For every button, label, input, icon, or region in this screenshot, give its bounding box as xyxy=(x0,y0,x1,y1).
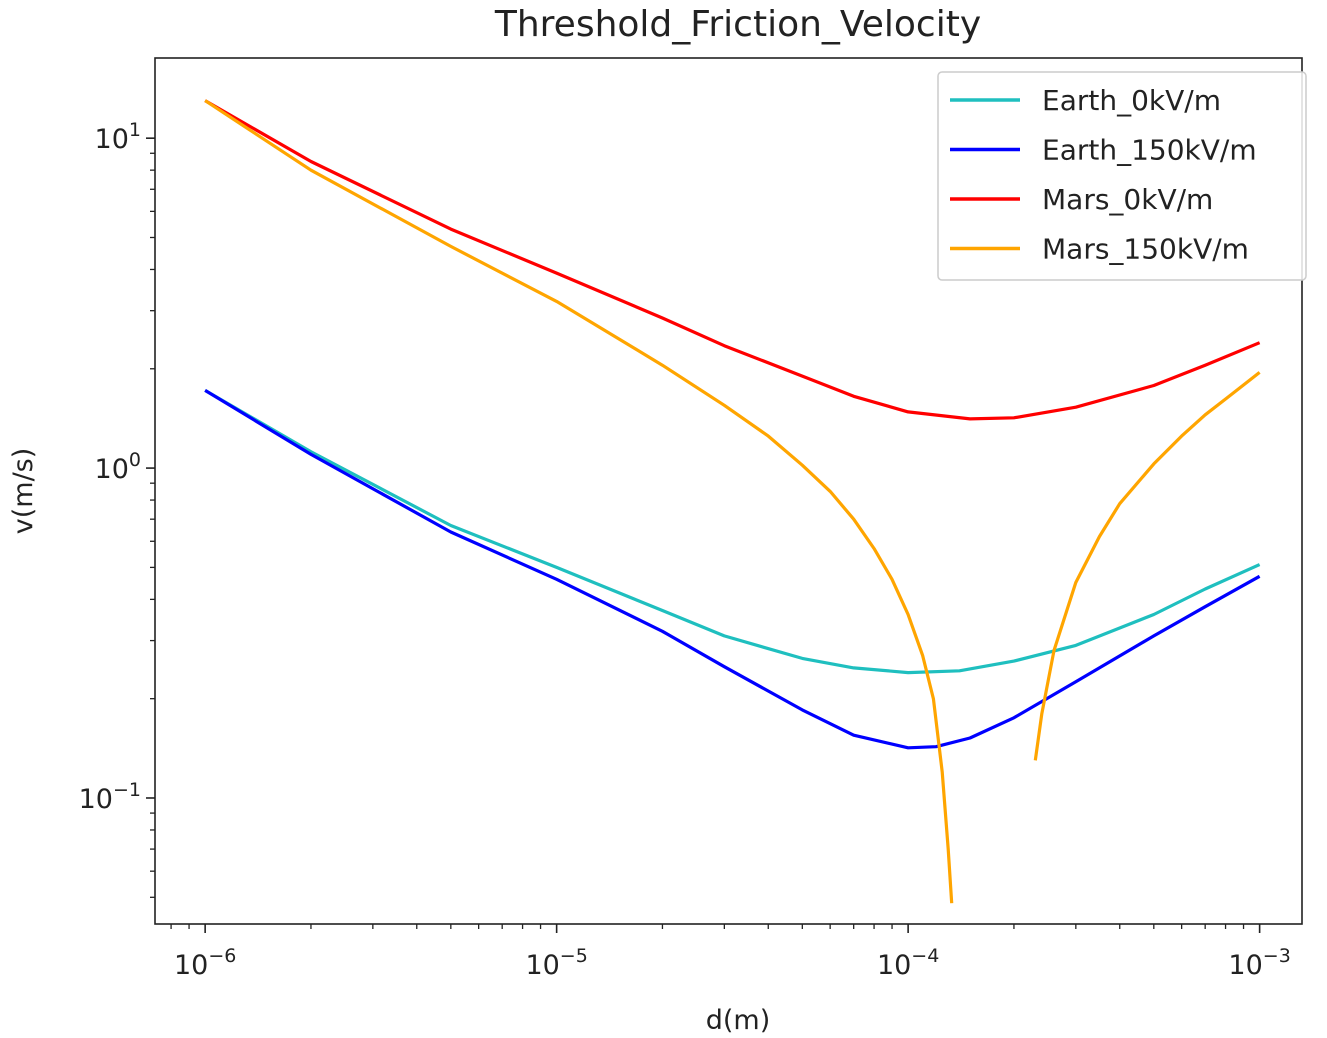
y-tick-label: 100 xyxy=(95,449,141,485)
y-axis-ticks: 10−1 100 101 xyxy=(79,119,155,898)
legend-label-3: Mars_150kV/m xyxy=(1042,233,1249,266)
x-tick-label: 10−5 xyxy=(525,945,587,981)
series-line-0-segment-0 xyxy=(204,389,1261,675)
series-line-2-segment-0 xyxy=(204,99,1261,421)
series-line-3-segment-1 xyxy=(1033,371,1261,761)
legend-box xyxy=(937,71,1307,281)
x-tick-label: 10−4 xyxy=(877,945,939,981)
x-axis-label: d(m) xyxy=(706,1005,771,1036)
x-axis-ticks: 10−6 10−5 10−4 10−3 xyxy=(170,924,1291,981)
legend-label-2: Mars_0kV/m xyxy=(1042,183,1213,216)
series-line-1-segment-0 xyxy=(204,389,1261,750)
chart-title: Threshold_Friction_Velocity xyxy=(494,4,981,45)
x-tick-label: 10−3 xyxy=(1228,945,1290,981)
legend-label-1: Earth_150kV/m xyxy=(1042,134,1257,167)
y-tick-label: 10−1 xyxy=(79,779,141,815)
legend-label-0: Earth_0kV/m xyxy=(1042,84,1221,117)
y-tick-label: 101 xyxy=(95,119,141,155)
x-tick-label: 10−6 xyxy=(174,945,236,981)
plot-lines xyxy=(204,99,1261,904)
y-axis-label: v(m/s) xyxy=(8,448,39,535)
plot-frame xyxy=(154,57,1303,925)
series-line-3-segment-0 xyxy=(204,99,954,904)
legend: Earth_0kV/m Earth_150kV/m Mars_0kV/m Mars_1… xyxy=(937,71,1307,281)
